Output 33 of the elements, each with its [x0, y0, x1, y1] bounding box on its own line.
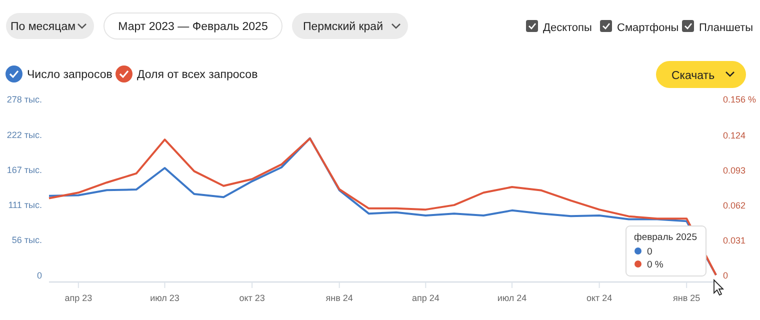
- x-tick-label: окт 24: [586, 293, 612, 303]
- y2-tick-label: 0.124: [723, 130, 746, 141]
- y-tick-label: 0: [36, 270, 42, 280]
- x-tick-label: окт 23: [239, 293, 265, 303]
- x-tick-label: июл 24: [497, 293, 527, 303]
- text: Планшеты: [699, 22, 754, 34]
- y2-tick-label: 0.093: [723, 166, 746, 176]
- x-tick-label: апр 24: [412, 293, 440, 303]
- annotation: 0 %: [647, 260, 664, 270]
- text: Скачать: [671, 70, 715, 82]
- text: Десктопы: [543, 22, 592, 34]
- text: Пермский край: [302, 21, 384, 33]
- legend-label: Число запросов: [27, 69, 112, 81]
- annotation: февраль 2025: [634, 232, 697, 243]
- x-tick-label: июл 23: [150, 293, 180, 303]
- text: Смартфоны: [617, 22, 679, 34]
- y-tick-label: 56 тыс.: [12, 235, 42, 246]
- text: По месяцам: [10, 21, 76, 33]
- y2-tick-label: 0.031: [723, 236, 746, 246]
- text: Март 2023 — Февраль 2025: [118, 21, 268, 33]
- y-tick-label: 167 тыс.: [6, 164, 42, 175]
- x-tick-label: янв 25: [673, 293, 700, 303]
- y2-tick-label: 0: [723, 270, 728, 280]
- y2-tick-label: 0.156 %: [723, 94, 756, 104]
- line-series: [48, 137, 717, 276]
- y-tick-label: 111 тыс.: [8, 200, 42, 210]
- x-tick-label: апр 23: [64, 293, 92, 303]
- x-tick-label: янв 24: [326, 293, 353, 303]
- y2-tick-label: 0.062: [723, 200, 746, 211]
- legend-label: Доля от всех запросов: [137, 69, 258, 81]
- annotation: 0: [647, 246, 652, 258]
- y-tick-label: 222 тыс.: [6, 130, 42, 140]
- y-tick-label: 278 тыс.: [6, 94, 42, 104]
